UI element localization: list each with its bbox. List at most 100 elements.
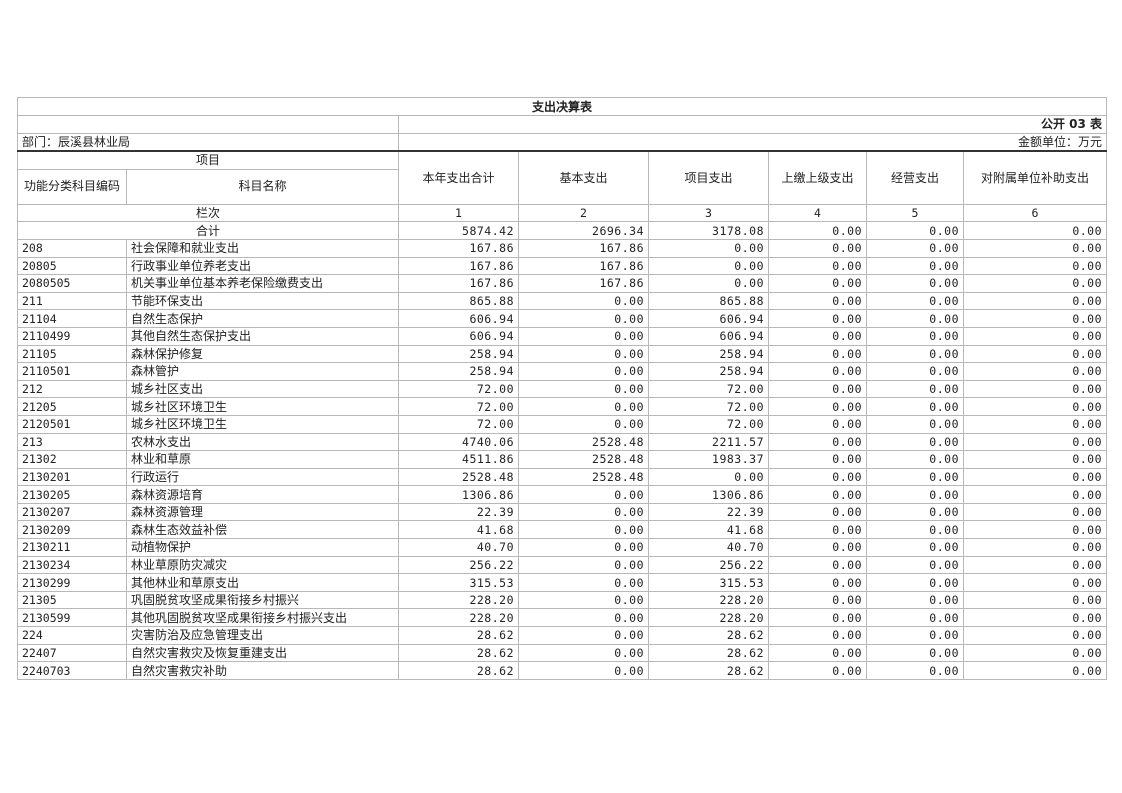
amount-cell: 0.00 [768, 344, 867, 364]
amount-cell: 0.00 [866, 626, 964, 645]
amount-cell: 72.00 [648, 397, 769, 416]
amount-cell: 0.00 [962, 520, 1108, 540]
amount-cell: 865.88 [398, 291, 519, 311]
amount-cell: 0.00 [768, 643, 867, 663]
subject-name: 巩固脱贫攻坚成果衔接乡村振兴 [126, 590, 399, 610]
amount-cell: 28.62 [648, 626, 769, 645]
amount-cell: 2211.57 [648, 432, 769, 452]
amount-cell: 0.00 [962, 661, 1108, 680]
amount-cell: 0.00 [768, 450, 867, 469]
amount-cell: 0.00 [962, 432, 1108, 452]
subject-code: 2130201 [17, 467, 127, 487]
column-index-label: 栏次 [17, 203, 399, 223]
subject-code: 21302 [17, 450, 127, 469]
table-row: 20805 行政事业单位养老支出 167.86 167.86 0.00 0.00 0.00 0… [17, 256, 1108, 276]
subject-name: 森林资源管理 [126, 502, 399, 522]
amount-cell: 0.00 [768, 379, 867, 399]
table-row: 21302 林业和草原 4511.86 2528.48 1983.37 0.00 0.00 0… [17, 450, 1108, 469]
subject-name: 行政事业单位养老支出 [126, 256, 399, 276]
amount-cell: 0.00 [518, 291, 649, 311]
table-row: 2110499 其他自然生态保护支出 606.94 0.00 606.94 0.00 0.0… [17, 326, 1108, 346]
amount-cell: 0.00 [962, 502, 1108, 522]
amount-cell: 0.00 [962, 538, 1108, 557]
column-number: 5 [866, 203, 964, 223]
amount-cell: 0.00 [962, 362, 1108, 381]
amount-cell: 0.00 [962, 608, 1108, 628]
amount-cell: 0.00 [866, 608, 964, 628]
amount-cell: 72.00 [648, 379, 769, 399]
amount-cell: 167.86 [518, 274, 649, 293]
amount-cell: 0.00 [518, 626, 649, 645]
subject-code: 21104 [17, 309, 127, 328]
total-value: 2696.34 [518, 221, 649, 240]
amount-cell: 72.00 [398, 414, 519, 434]
amount-cell: 0.00 [768, 362, 867, 381]
subject-code: 21305 [17, 590, 127, 610]
amount-cell: 167.86 [398, 256, 519, 276]
table-row: 21104 自然生态保护 606.94 0.00 606.94 0.00 0.00 0.00 [17, 309, 1108, 328]
table-row: 2120501 城乡社区环境卫生 72.00 0.00 72.00 0.00 0.00 0.0… [17, 414, 1108, 434]
subject-name: 社会保障和就业支出 [126, 238, 399, 258]
amount-cell: 0.00 [518, 414, 649, 434]
table-row: 2130299 其他林业和草原支出 315.53 0.00 315.53 0.00 0.00… [17, 573, 1108, 592]
amount-cell: 0.00 [866, 520, 964, 540]
amount-cell: 0.00 [518, 362, 649, 381]
amount-cell: 606.94 [398, 326, 519, 346]
amount-cell: 0.00 [866, 256, 964, 276]
subject-code: 21105 [17, 344, 127, 364]
amount-cell: 167.86 [518, 256, 649, 276]
amount-cell: 0.00 [768, 238, 867, 258]
subject-code: 224 [17, 626, 127, 645]
amount-cell: 0.00 [518, 538, 649, 557]
subject-code: 212 [17, 379, 127, 399]
table-row: 22407 自然灾害救灾及恢复重建支出 28.62 0.00 28.62 0.00 0.00… [17, 643, 1108, 663]
amount-cell: 0.00 [866, 555, 964, 575]
amount-cell: 167.86 [398, 274, 519, 293]
amount-cell: 0.00 [768, 485, 867, 504]
amount-cell: 228.20 [648, 590, 769, 610]
table-row: 208 社会保障和就业支出 167.86 167.86 0.00 0.00 0.00 0.00 [17, 238, 1108, 258]
subject-name: 节能环保支出 [126, 291, 399, 311]
amount-cell: 0.00 [768, 538, 867, 557]
subject-name: 城乡社区环境卫生 [126, 397, 399, 416]
total-value: 0.00 [866, 221, 964, 240]
table-row: 2130205 森林资源培育 1306.86 0.00 1306.86 0.00 0.00 0… [17, 485, 1108, 504]
subject-name: 自然灾害救灾及恢复重建支出 [126, 643, 399, 663]
subject-name: 自然灾害救灾补助 [126, 661, 399, 680]
amount-cell: 2528.48 [518, 467, 649, 487]
amount-cell: 0.00 [866, 502, 964, 522]
amount-cell: 0.00 [962, 485, 1108, 504]
amount-cell: 1306.86 [398, 485, 519, 504]
amount-cell: 0.00 [962, 309, 1108, 328]
amount-cell: 0.00 [768, 608, 867, 628]
amount-cell: 0.00 [768, 555, 867, 575]
amount-cell: 22.39 [398, 502, 519, 522]
subject-name: 城乡社区环境卫生 [126, 414, 399, 434]
subject-code: 2110499 [17, 326, 127, 346]
column-number: 4 [768, 203, 867, 223]
amount-cell: 0.00 [768, 467, 867, 487]
subject-name: 森林资源培育 [126, 485, 399, 504]
total-value: 0.00 [962, 221, 1108, 240]
header-name: 科目名称 [126, 168, 399, 205]
amount-cell: 0.00 [866, 590, 964, 610]
subject-code: 2130205 [17, 485, 127, 504]
subject-code: 2130599 [17, 608, 127, 628]
amount-cell: 0.00 [768, 274, 867, 293]
column-number: 6 [962, 203, 1108, 223]
amount-cell: 40.70 [648, 538, 769, 557]
amount-cell: 0.00 [518, 309, 649, 328]
amount-cell: 0.00 [768, 309, 867, 328]
amount-cell: 0.00 [866, 450, 964, 469]
amount-cell: 0.00 [962, 643, 1108, 663]
total-row: 合计 5874.42 2696.34 3178.08 0.00 0.00 0.0… [17, 221, 1108, 240]
amount-cell: 228.20 [398, 608, 519, 628]
table-row: 2130211 动植物保护 40.70 0.00 40.70 0.00 0.00 0.00 [17, 538, 1108, 557]
subject-code: 2130299 [17, 573, 127, 592]
amount-cell: 258.94 [398, 362, 519, 381]
unit-label: 金额单位：万元 [397, 132, 1108, 153]
amount-cell: 28.62 [398, 661, 519, 680]
subject-name: 森林管护 [126, 362, 399, 381]
table-row: 21105 森林保护修复 258.94 0.00 258.94 0.00 0.00 0.00 [17, 344, 1108, 364]
table-row: 2080505 机关事业单位基本养老保险缴费支出 167.86 167.86 0.00 0… [17, 274, 1108, 293]
